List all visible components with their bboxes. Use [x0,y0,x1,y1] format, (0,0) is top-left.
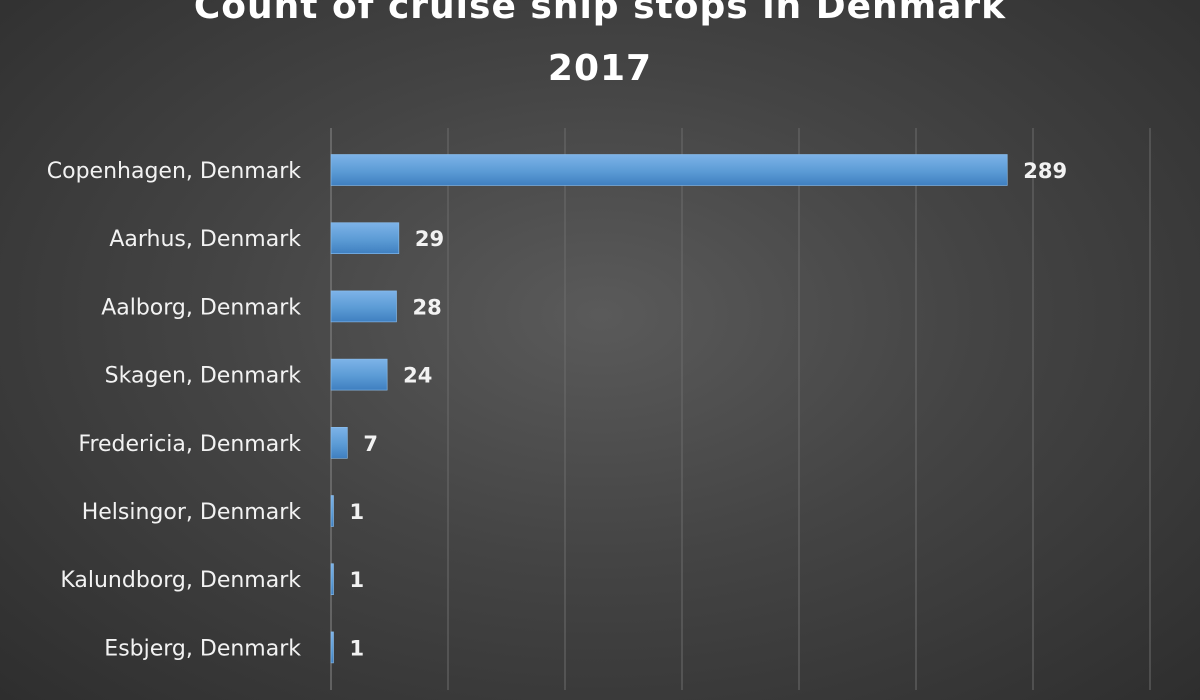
chart-title: Count of cruise ship stops in Denmark 20… [0,0,1200,100]
bar-4 [330,426,348,459]
category-label: Aarhus, Denmark [109,227,301,252]
bar-3 [330,358,388,391]
chart-title-line-1: Count of cruise ship stops in Denmark [193,0,1007,27]
bar-0 [330,154,1008,186]
data-label: 289 [1023,159,1067,183]
data-label: 1 [350,500,365,524]
category-label: Kalundborg, Denmark [60,568,301,593]
category-label: Copenhagen, Denmark [47,159,301,184]
bars [330,154,1008,664]
category-label: Fredericia, Denmark [78,432,301,457]
bar-6 [330,563,334,596]
category-label: Helsingor, Denmark [82,500,302,525]
category-label: Aalborg, Denmark [101,295,301,320]
category-label: Esbjerg, Denmark [104,636,301,661]
category-label: Skagen, Denmark [105,364,302,389]
bar-5 [330,495,334,527]
labels: Copenhagen, Denmark 289 Aarhus, Denmark 29 A… [47,159,1067,661]
chart-title-line-2: 2017 [547,48,653,89]
gridlines [330,128,1151,690]
bar-7 [330,631,334,664]
data-label: 1 [350,636,365,660]
data-label: 24 [403,364,432,388]
data-label: 1 [350,568,365,592]
bar-2 [330,290,397,323]
bar-1 [330,222,400,254]
data-label: 29 [415,227,444,251]
data-label: 7 [363,432,378,456]
data-label: 28 [413,295,442,319]
